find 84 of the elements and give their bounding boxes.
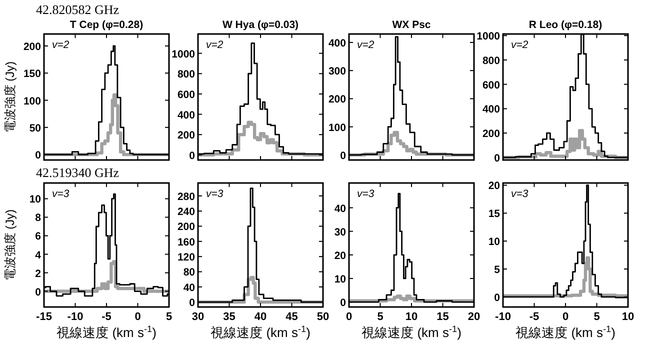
y-tick-label: 40 (183, 282, 196, 294)
y-tick-label: 15 (488, 208, 500, 220)
y-tick-label: 30 (334, 226, 346, 238)
y-tick-label: 800 (482, 54, 500, 67)
y-tick-label: 160 (177, 236, 196, 248)
chart-title: W Hya (φ=0.03) (222, 19, 299, 31)
y-axis-title: 電波強度 (Jy) (3, 209, 17, 281)
y-tick-label: 20 (334, 250, 346, 262)
y-tick-label: 0 (494, 292, 500, 304)
chart-title: T Cep (φ=0.28) (70, 19, 144, 31)
annotation: v=2 (511, 39, 528, 51)
y-tick-label: 240 (177, 206, 196, 218)
x-tick-label: 0 (562, 311, 569, 323)
y-tick-label: 200 (482, 128, 500, 140)
y-tick-label: 50 (29, 122, 42, 134)
y-tick-label: 150 (23, 68, 42, 80)
y-tick-label: 10 (488, 236, 500, 248)
annotation: v=3 (511, 188, 528, 200)
y-tick-label: 400 (177, 109, 196, 122)
x-tick-label: -10 (495, 311, 511, 323)
x-tick-label: 50 (316, 311, 330, 323)
y-tick-label: 20 (488, 180, 500, 192)
x-tick-label: -10 (67, 311, 84, 323)
chart-subtitle: 42.519340 GHz (36, 165, 120, 180)
y-tick-label: 600 (177, 88, 196, 101)
x-tick-label: 5 (594, 311, 600, 323)
x-tick-label: 10 (405, 311, 418, 323)
y-tick-label: 0 (189, 297, 196, 310)
y-tick-label: 5 (494, 264, 500, 276)
chart-title: R Leo (φ=0.18) (528, 19, 602, 31)
y-tick-label: 0 (35, 286, 42, 298)
x-axis-title: 視線速度 (km s$^{-1}$) (362, 324, 462, 340)
x-tick-label: -5 (102, 311, 112, 323)
chart-title: WX Psc (392, 19, 431, 31)
y-tick-label: 200 (23, 40, 42, 53)
y-tick-label: 0 (189, 150, 196, 162)
annotation: v=2 (52, 39, 70, 51)
y-tick-label: 800 (177, 68, 196, 81)
x-tick-label: 10 (622, 311, 634, 323)
y-tick-label: 400 (328, 37, 346, 50)
x-tick-label: -15 (36, 311, 52, 323)
annotation: v=3 (52, 188, 70, 200)
y-tick-label: 300 (328, 66, 346, 78)
y-tick-label: 200 (177, 130, 196, 142)
y-axis-title: 電波強度 (Jy) (3, 61, 17, 133)
y-tick-label: 80 (183, 266, 196, 279)
x-tick-label: 15 (436, 311, 449, 323)
y-tick-label: 100 (23, 95, 42, 108)
y-tick-label: 1000 (476, 30, 500, 43)
annotation: v=2 (357, 39, 374, 51)
y-tick-label: 10 (29, 194, 42, 206)
annotation: v=3 (357, 188, 374, 200)
y-tick-label: 200 (177, 221, 196, 234)
y-tick-label: 8 (35, 212, 42, 224)
x-tick-label: 20 (468, 311, 480, 323)
x-axis-title: 視線速度 (km s$^{-1}$) (56, 324, 156, 340)
y-tick-label: 100 (328, 122, 346, 134)
y-tick-label: 6 (35, 230, 42, 243)
y-tick-label: 40 (334, 202, 346, 215)
y-tick-label: 400 (482, 104, 500, 116)
y-tick-label: 1000 (172, 48, 196, 60)
y-tick-label: 280 (177, 190, 196, 203)
y-tick-label: 0 (494, 152, 500, 164)
annotation: v=3 (206, 188, 224, 200)
x-tick-label: -5 (529, 311, 540, 323)
y-tick-label: 600 (482, 79, 500, 92)
y-tick-label: 4 (35, 249, 42, 262)
y-tick-label: 0 (340, 297, 346, 310)
annotation: v=2 (206, 39, 224, 51)
y-tick-label: 0 (35, 150, 42, 162)
x-axis-title: 視線速度 (km s$^{-1}$) (210, 324, 310, 340)
y-tick-label: 0 (340, 150, 346, 162)
x-tick-label: 40 (254, 311, 267, 323)
x-tick-label: 45 (286, 311, 298, 323)
x-axis-title: 視線速度 (km s$^{-1}$) (516, 324, 616, 340)
y-tick-label: 120 (177, 252, 196, 264)
x-tick-label: 5 (166, 311, 172, 323)
chart-subtitle: 42.820582 GHz (36, 2, 120, 17)
x-tick-label: 5 (377, 311, 384, 323)
x-tick-label: 0 (134, 311, 141, 323)
y-tick-label: 2 (35, 268, 42, 280)
x-tick-label: 35 (223, 311, 236, 323)
y-tick-label: 10 (334, 273, 346, 286)
y-tick-label: 200 (328, 94, 346, 106)
